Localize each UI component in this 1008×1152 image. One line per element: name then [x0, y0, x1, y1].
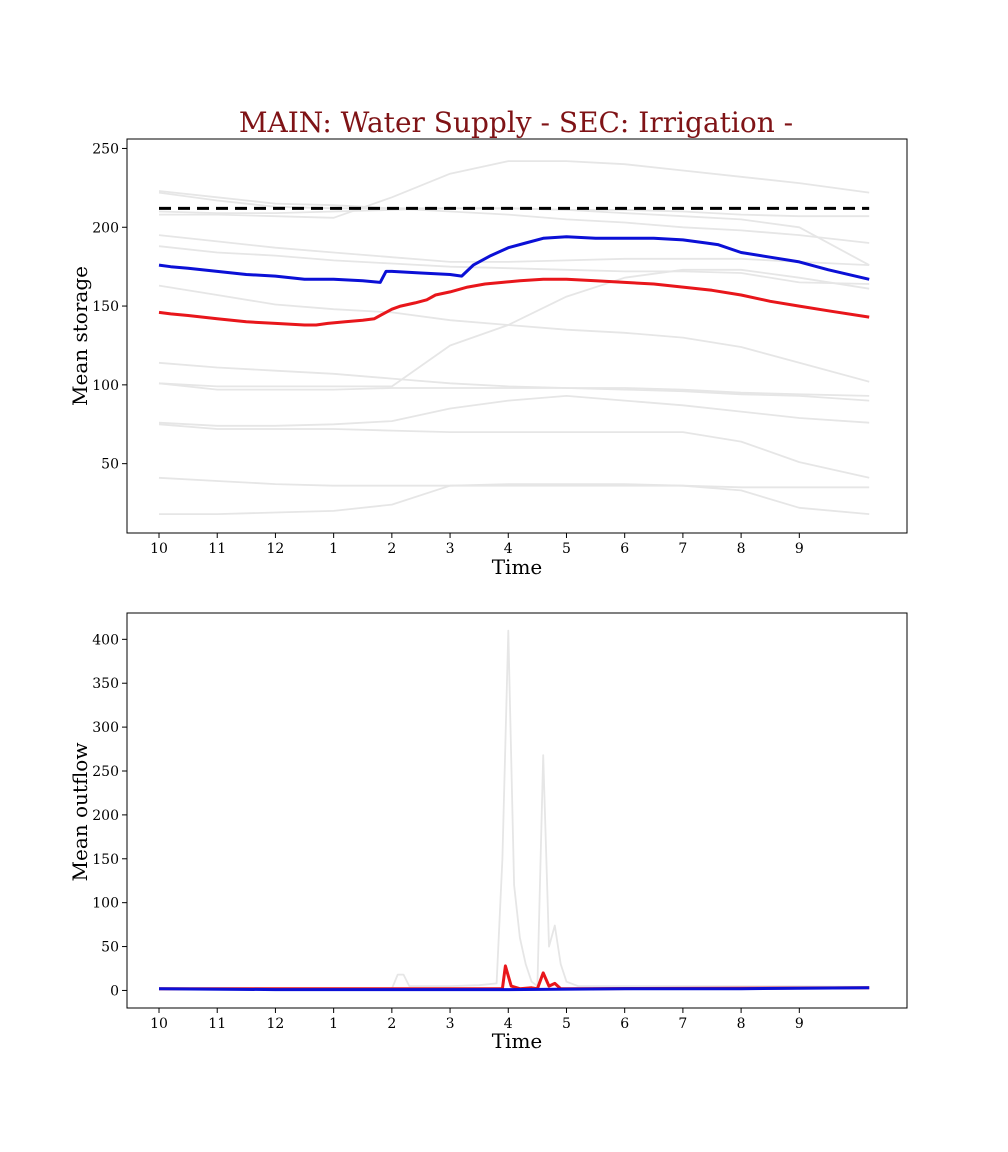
storage-plot-frame [126, 138, 908, 534]
storage-blue-series-line-1 [158, 235, 870, 284]
storage-x-axis-label: Time [492, 555, 543, 579]
storage-x-tick-label: 5 [562, 541, 571, 557]
storage-red-series-line-0 [158, 277, 870, 327]
outflow-y-tick-label: 400 [92, 632, 119, 648]
outflow-x-tick-label: 7 [678, 1016, 687, 1032]
storage-x-tick-label: 3 [446, 541, 455, 557]
storage-y-tick-label: 100 [92, 378, 119, 394]
storage-x-tick-label: 9 [795, 541, 804, 557]
outflow-y-axis: 0 50 100 150 200 250 300 350 400 [92, 632, 127, 999]
outflow-y-axis-label: Mean outflow [68, 743, 92, 882]
outflow-x-tick-label: 6 [620, 1016, 629, 1032]
storage-y-axis: 50 100 150 200 250 [92, 141, 127, 473]
storage-x-tick-label: 1 [329, 541, 338, 557]
outflow-background-series-line-0 [159, 629, 870, 990]
storage-y-tick-label: 150 [92, 299, 119, 315]
storage-background-series-line-2 [159, 483, 870, 515]
storage-background-series-line-9 [158, 245, 870, 285]
storage-x-tick-label: 6 [620, 541, 629, 557]
outflow-x-axis: 10 11 12 1 2 3 4 5 6 7 8 9 [150, 1008, 804, 1032]
outflow-x-tick-label: 10 [150, 1016, 168, 1032]
storage-x-tick-label: 4 [504, 541, 513, 557]
outflow-x-axis-label: Time [492, 1029, 543, 1053]
storage-background-series-line-14 [158, 268, 870, 388]
storage-x-tick-label: 11 [208, 541, 226, 557]
outflow-y-tick-label: 300 [92, 720, 119, 736]
outflow-y-tick-label: 100 [92, 896, 119, 912]
storage-y-tick-label: 250 [92, 141, 119, 157]
storage-x-tick-label: 12 [267, 541, 285, 557]
outflow-x-tick-label: 8 [737, 1016, 746, 1032]
storage-background-series-line-6 [158, 361, 870, 397]
storage-y-axis-label: Mean storage [68, 266, 92, 406]
storage-x-tick-label: 7 [678, 541, 687, 557]
storage-background-series-line-10 [158, 234, 870, 266]
outflow-y-tick-label: 0 [110, 983, 119, 999]
storage-background-series-line-4 [158, 423, 870, 479]
outflow-blue-series-line-2 [158, 986, 870, 992]
storage-background-series-line-3 [158, 476, 870, 489]
outflow-x-tick-label: 9 [795, 1016, 804, 1032]
storage-background-series-line-13 [159, 160, 870, 219]
outflow-y-tick-label: 200 [92, 808, 119, 824]
storage-x-tick-label: 10 [150, 541, 168, 557]
storage-background-series-line-5 [158, 382, 870, 402]
chart-title: MAIN: Water Supply - SEC: Irrigation - [239, 106, 793, 139]
outflow-x-tick-label: 11 [208, 1016, 226, 1032]
outflow-y-tick-label: 50 [101, 940, 119, 956]
outflow-y-tick-label: 250 [92, 764, 119, 780]
outflow-y-tick-label: 150 [92, 852, 119, 868]
outflow-y-tick-label: 350 [92, 676, 119, 692]
storage-series-group [158, 160, 870, 515]
outflow-plot: 10 11 12 1 2 3 4 5 6 7 8 9 050100150200250300350400… [68, 612, 908, 1053]
outflow-x-tick-label: 12 [267, 1016, 285, 1032]
storage-x-axis: 10 11 12 1 2 3 4 5 6 7 8 9 [150, 533, 804, 557]
outflow-plot-frame [126, 612, 908, 1009]
storage-background-series-line-12 [158, 190, 870, 244]
outflow-x-tick-label: 5 [562, 1016, 571, 1032]
outflow-x-tick-label: 2 [387, 1016, 396, 1032]
outflow-series-group [158, 629, 870, 992]
storage-y-tick-label: 50 [101, 457, 119, 473]
outflow-x-tick-label: 4 [504, 1016, 513, 1032]
outflow-x-tick-label: 3 [446, 1016, 455, 1032]
storage-x-tick-label: 2 [387, 541, 396, 557]
storage-y-tick-label: 200 [92, 220, 119, 236]
storage-x-tick-label: 8 [737, 541, 746, 557]
outflow-x-tick-label: 1 [329, 1016, 338, 1032]
storage-background-series-line-7 [158, 394, 870, 427]
